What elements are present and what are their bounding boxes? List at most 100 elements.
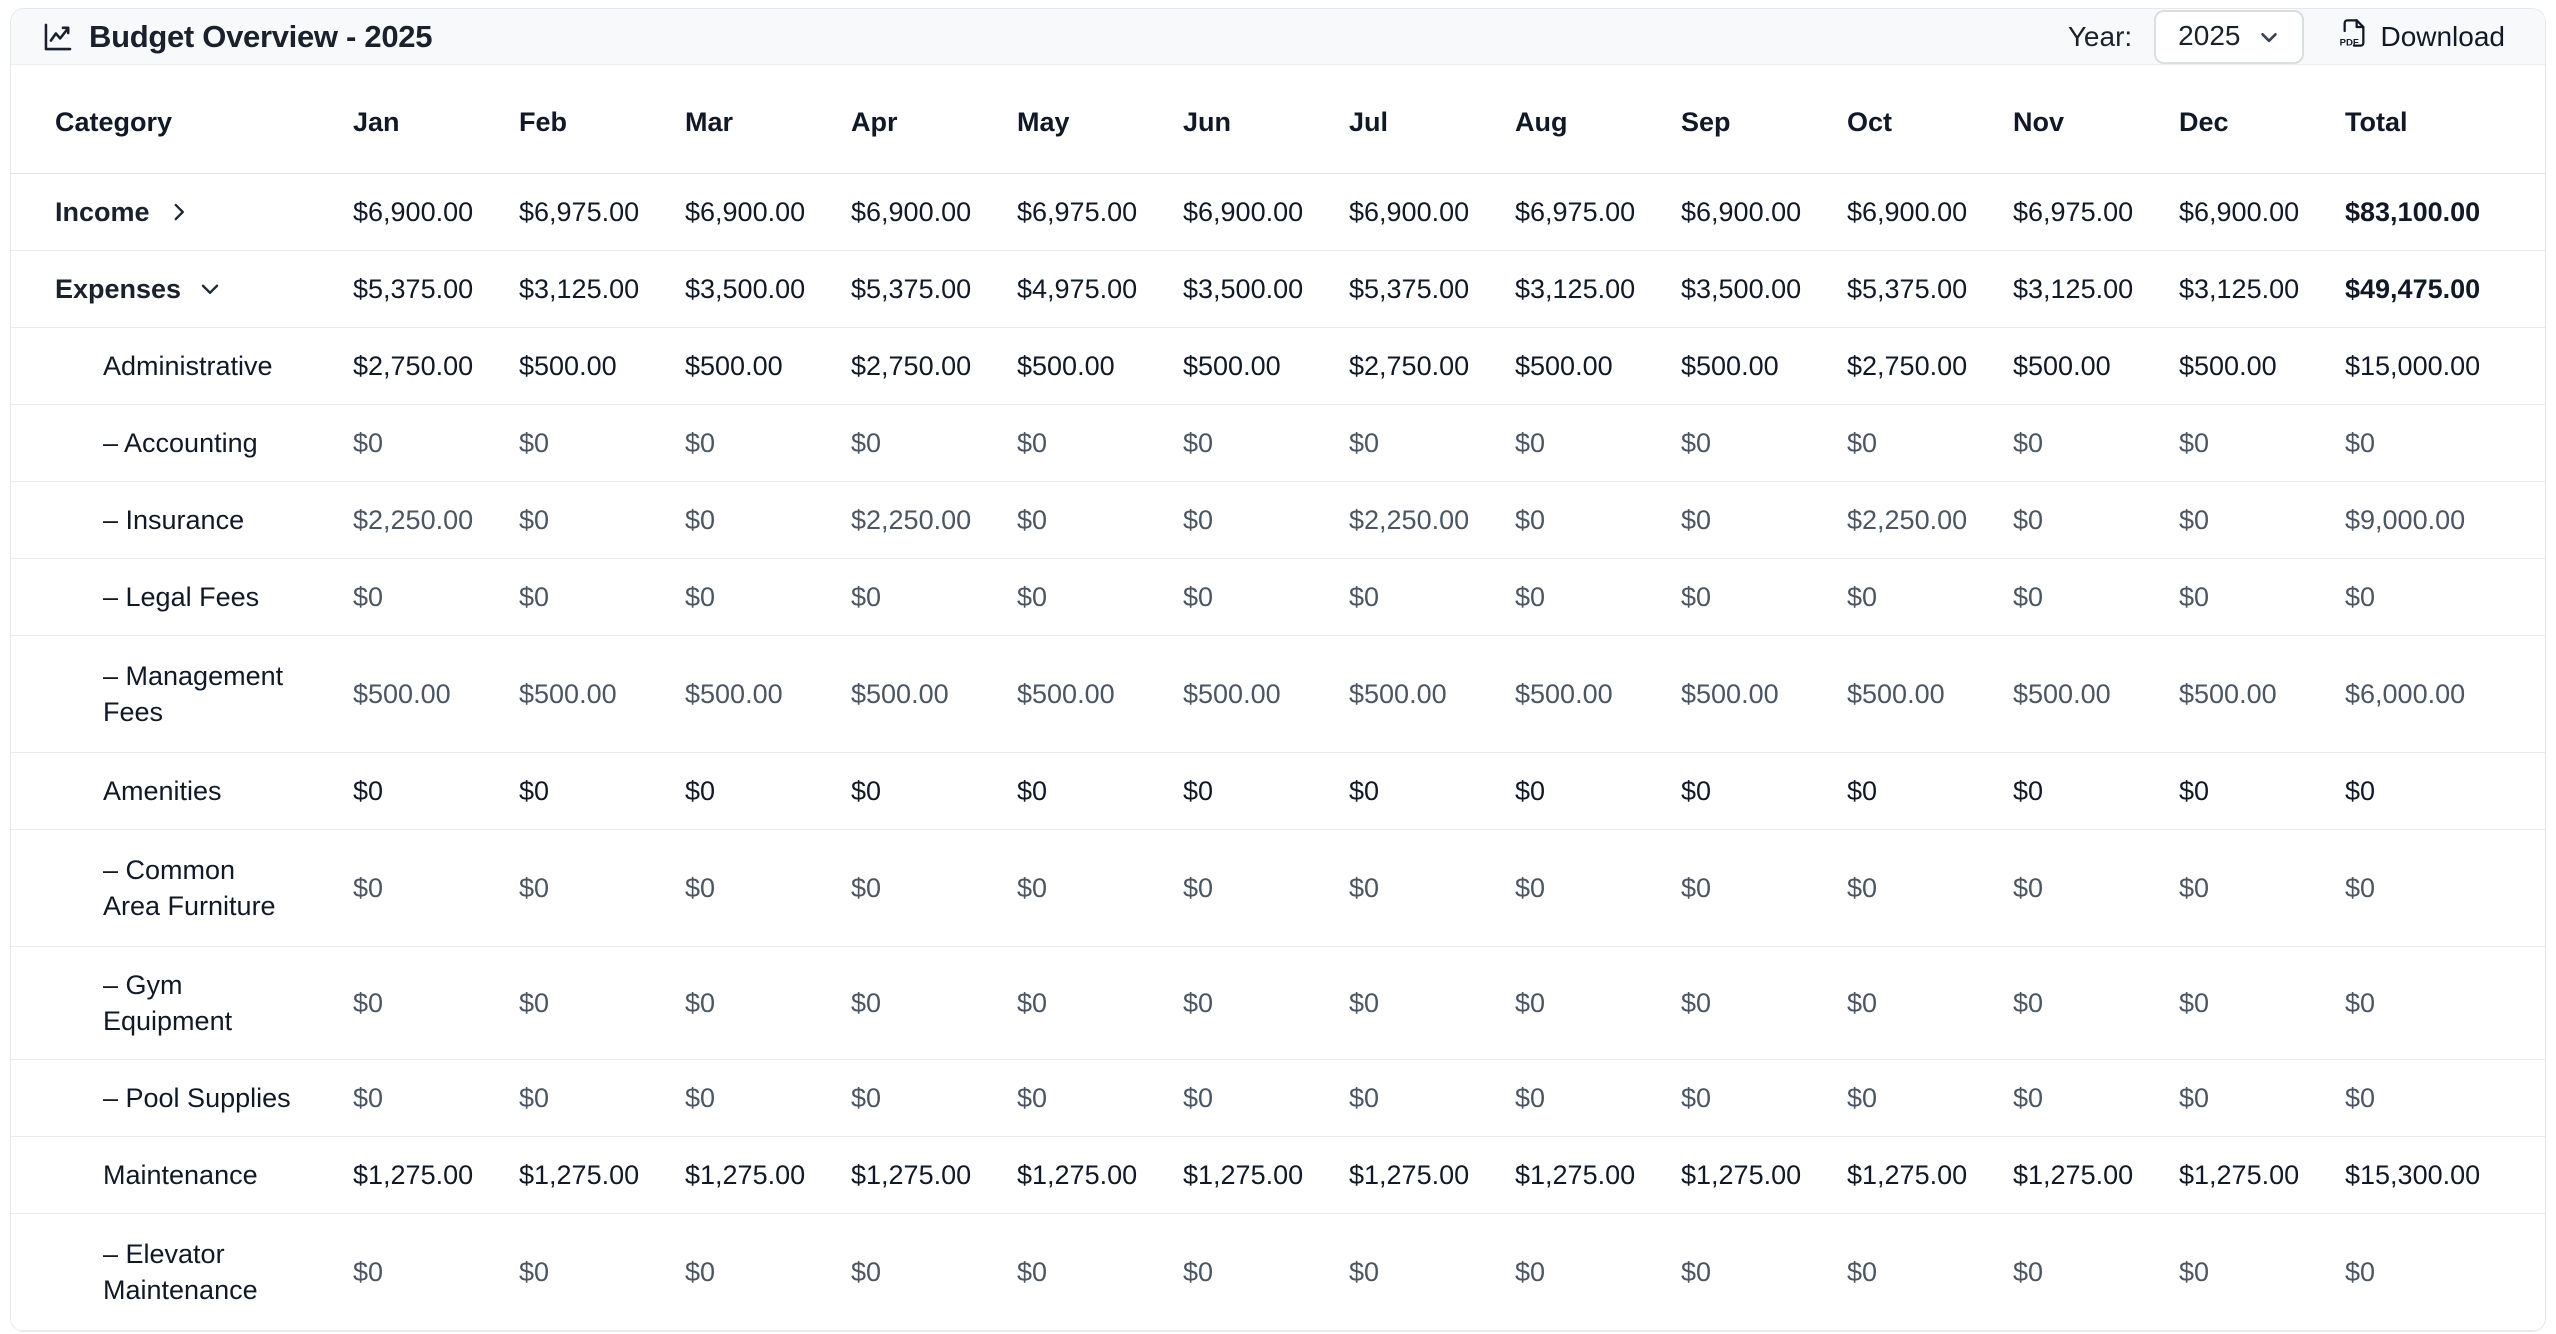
amount-cell-apr: $0 [809, 829, 975, 947]
category-cell-elevator-maintenance: – Elevator Maintenance [11, 1213, 311, 1331]
amount-cell-may: $1,275.00 [975, 1136, 1141, 1214]
year-label: Year: [2067, 20, 2133, 52]
amount-cell-feb: $0 [477, 829, 643, 947]
chevron-down-icon [197, 276, 223, 302]
amount-cell-apr: $0 [809, 946, 975, 1060]
amount-cell-may: $0 [975, 481, 1141, 559]
chevron-right-icon [166, 199, 192, 225]
amount-cell-jan: $500.00 [311, 635, 477, 753]
budget-table: Category Jan Feb Mar Apr May Jun Jul Aug Sep Oct No… [11, 65, 2545, 1331]
amount-cell-aug: $3,125.00 [1473, 250, 1639, 328]
table-header-row: Category Jan Feb Mar Apr May Jun Jul Aug Sep Oct No… [11, 65, 2545, 174]
category-toggle-income[interactable]: Income [55, 194, 192, 230]
column-header-dec: Dec [2137, 65, 2303, 174]
amount-cell-sep: $6,900.00 [1639, 173, 1805, 251]
amount-cell-oct: $1,275.00 [1805, 1136, 1971, 1214]
amount-cell-oct: $0 [1805, 752, 1971, 830]
category-label: – Pool Supplies [103, 1083, 291, 1113]
amount-cell-dec: $3,125.00 [2137, 250, 2303, 328]
amount-cell-jun: $0 [1141, 558, 1307, 636]
amount-cell-nov: $0 [1971, 946, 2137, 1060]
amount-cell-dec: $0 [2137, 558, 2303, 636]
total-cell: $0 [2303, 558, 2545, 636]
amount-cell-nov: $1,275.00 [1971, 1136, 2137, 1214]
amount-cell-oct: $500.00 [1805, 635, 1971, 753]
column-header-nov: Nov [1971, 65, 2137, 174]
amount-cell-oct: $0 [1805, 829, 1971, 947]
amount-cell-mar: $500.00 [643, 635, 809, 753]
table-row-amenities: Amenities $0 $0 $0 $0 $0 $0 $0 $0 $0 $0 $0 $0 $0 [11, 752, 2545, 830]
amount-cell-jul: $0 [1307, 829, 1473, 947]
amount-cell-feb: $0 [477, 404, 643, 482]
table-row-legal-fees: – Legal Fees $0 $0 $0 $0 $0 $0 $0 $0 $0 $0 $0 $0 $0 [11, 558, 2545, 636]
amount-cell-feb: $0 [477, 946, 643, 1060]
amount-cell-may: $6,975.00 [975, 173, 1141, 251]
category-label: Administrative [103, 351, 273, 381]
category-cell-common-area-furniture: – Common Area Furniture [11, 829, 311, 947]
category-label: Income [55, 197, 150, 227]
amount-cell-dec: $0 [2137, 752, 2303, 830]
download-label: Download [2380, 20, 2505, 52]
amount-cell-aug: $0 [1473, 404, 1639, 482]
table-row-insurance: – Insurance $2,250.00 $0 $0 $2,250.00 $0 $0 $2,… [11, 481, 2545, 559]
total-cell: $0 [2303, 404, 2545, 482]
category-cell-gym-equipment: – Gym Equipment [11, 946, 311, 1060]
table-row-gym-equipment: – Gym Equipment $0 $0 $0 $0 $0 $0 $0 $0 $0 $0 $0 $0 $… [11, 946, 2545, 1060]
table-row-expenses: Expenses $5,375.00 $3,125.00 $3,500.00 $5,37… [11, 250, 2545, 328]
column-header-may: May [975, 65, 1141, 174]
amount-cell-aug: $500.00 [1473, 327, 1639, 405]
svg-text:PDF: PDF [2340, 38, 2359, 49]
category-cell-administrative: Administrative [11, 327, 311, 405]
amount-cell-may: $0 [975, 558, 1141, 636]
amount-cell-nov: $0 [1971, 558, 2137, 636]
amount-cell-jun: $0 [1141, 829, 1307, 947]
header-actions: Year: 2025 PDF Down [2067, 9, 2505, 64]
amount-cell-jan: $6,900.00 [311, 173, 477, 251]
amount-cell-oct: $0 [1805, 946, 1971, 1060]
category-cell-accounting: – Accounting [11, 404, 311, 482]
year-select[interactable]: 2025 [2154, 9, 2305, 64]
amount-cell-jul: $2,250.00 [1307, 481, 1473, 559]
amount-cell-apr: $2,250.00 [809, 481, 975, 559]
amount-cell-mar: $0 [643, 481, 809, 559]
amount-cell-oct: $0 [1805, 1213, 1971, 1331]
total-cell: $15,300.00 [2303, 1136, 2545, 1214]
column-header-total: Total [2303, 65, 2545, 174]
amount-cell-jul: $6,900.00 [1307, 173, 1473, 251]
amount-cell-apr: $0 [809, 1213, 975, 1331]
category-label-wrap: – Insurance [103, 502, 244, 538]
amount-cell-mar: $0 [643, 946, 809, 1060]
amount-cell-may: $0 [975, 752, 1141, 830]
amount-cell-aug: $0 [1473, 1213, 1639, 1331]
column-header-mar: Mar [643, 65, 809, 174]
category-label-wrap: – Elevator Maintenance [103, 1236, 297, 1308]
amount-cell-apr: $5,375.00 [809, 250, 975, 328]
category-toggle-expenses[interactable]: Expenses [55, 271, 223, 307]
table-row-pool-supplies: – Pool Supplies $0 $0 $0 $0 $0 $0 $0 $0 $0 $0 $0 $0 $… [11, 1059, 2545, 1137]
amount-cell-jul: $2,750.00 [1307, 327, 1473, 405]
amount-cell-jul: $0 [1307, 558, 1473, 636]
column-header-jul: Jul [1307, 65, 1473, 174]
amount-cell-jan: $0 [311, 558, 477, 636]
pdf-file-icon: PDF [2338, 17, 2370, 56]
amount-cell-apr: $0 [809, 558, 975, 636]
category-label: Expenses [55, 274, 182, 304]
category-label: – Insurance [103, 505, 245, 535]
amount-cell-jan: $2,250.00 [311, 481, 477, 559]
amount-cell-nov: $0 [1971, 404, 2137, 482]
amount-cell-jan: $0 [311, 752, 477, 830]
amount-cell-nov: $0 [1971, 481, 2137, 559]
amount-cell-sep: $500.00 [1639, 327, 1805, 405]
year-select-value: 2025 [2178, 19, 2241, 51]
amount-cell-jan: $0 [311, 946, 477, 1060]
download-button[interactable]: PDF Download [2338, 17, 2505, 56]
amount-cell-jun: $0 [1141, 1059, 1307, 1137]
amount-cell-mar: $0 [643, 558, 809, 636]
amount-cell-nov: $500.00 [1971, 327, 2137, 405]
category-label: – Common Area Furniture [103, 855, 276, 921]
amount-cell-jun: $0 [1141, 1213, 1307, 1331]
amount-cell-nov: $0 [1971, 1059, 2137, 1137]
amount-cell-feb: $0 [477, 1213, 643, 1331]
amount-cell-oct: $0 [1805, 404, 1971, 482]
total-cell: $0 [2303, 752, 2545, 830]
